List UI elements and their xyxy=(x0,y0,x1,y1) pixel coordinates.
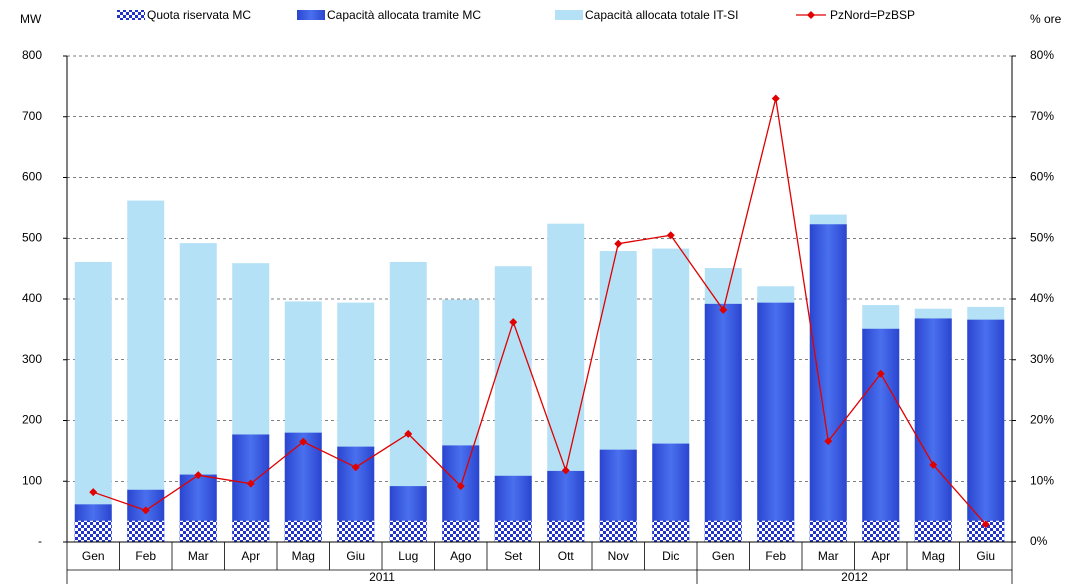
bar xyxy=(389,520,427,542)
group-label: 2011 xyxy=(369,570,395,584)
y-tick-label: 600 xyxy=(22,170,42,184)
y2-tick-label: 50% xyxy=(1030,230,1054,244)
line-marker xyxy=(561,466,570,475)
y2-tick-label: 70% xyxy=(1030,109,1054,123)
bar xyxy=(757,302,795,542)
y-axis-title: MW xyxy=(20,12,42,26)
x-tick-label: Giu xyxy=(976,549,995,563)
line-marker xyxy=(719,305,728,314)
bar xyxy=(862,328,900,542)
legend-label: Capacità allocata totale IT-SI xyxy=(585,8,738,22)
x-tick-label: Giu xyxy=(346,549,365,563)
bar xyxy=(494,520,532,542)
line-marker xyxy=(981,520,990,529)
y2-tick-label: 60% xyxy=(1030,170,1054,184)
x-tick-label: Gen xyxy=(712,549,735,563)
y2-tick-label: 30% xyxy=(1030,352,1054,366)
x-tick-label: Lug xyxy=(398,549,418,563)
legend-swatch xyxy=(117,10,145,20)
bar xyxy=(704,303,742,542)
bar xyxy=(757,520,795,542)
line-marker xyxy=(141,506,150,515)
y2-tick-label: 20% xyxy=(1030,413,1054,427)
y2-tick-label: 10% xyxy=(1030,473,1054,487)
y-tick-label: - xyxy=(38,534,42,548)
bar xyxy=(74,261,112,542)
x-tick-label: Set xyxy=(504,549,523,563)
bar xyxy=(127,520,165,542)
legend-label: PzNord=PzBSP xyxy=(830,8,915,22)
x-tick-label: Ott xyxy=(558,549,575,563)
line-marker xyxy=(456,482,465,491)
y-tick-label: 800 xyxy=(22,48,42,62)
y-tick-label: 300 xyxy=(22,352,42,366)
line-marker xyxy=(929,460,938,469)
line-marker xyxy=(89,488,98,497)
bar xyxy=(652,520,690,542)
line-marker xyxy=(509,318,518,327)
x-tick-label: Gen xyxy=(82,549,105,563)
line xyxy=(93,98,987,525)
x-tick-label: Feb xyxy=(765,549,786,563)
bar xyxy=(127,200,165,542)
y2-tick-label: 0% xyxy=(1030,534,1048,548)
bar xyxy=(284,520,322,542)
legend-label: Quota riservata MC xyxy=(147,8,251,22)
bar xyxy=(547,520,585,542)
line-marker xyxy=(351,463,360,472)
bar xyxy=(809,224,847,542)
x-tick-label: Mar xyxy=(188,549,209,563)
x-tick-label: Ago xyxy=(450,549,472,563)
bar xyxy=(862,520,900,542)
line-marker xyxy=(246,479,255,488)
line-marker xyxy=(771,94,780,103)
y2-tick-label: 80% xyxy=(1030,48,1054,62)
bar xyxy=(704,520,742,542)
line-marker xyxy=(404,429,413,438)
x-tick-label: Apr xyxy=(241,549,260,563)
line-marker xyxy=(824,437,833,446)
x-tick-label: Mar xyxy=(818,549,839,563)
bar xyxy=(914,318,952,542)
line-marker xyxy=(666,231,675,240)
line-marker xyxy=(876,369,885,378)
bar xyxy=(179,520,217,542)
bar xyxy=(967,319,1005,542)
bar xyxy=(337,520,375,542)
bar xyxy=(599,520,637,542)
x-tick-label: Nov xyxy=(608,549,629,563)
bar xyxy=(232,520,270,542)
x-tick-label: Apr xyxy=(871,549,890,563)
group-label: 2012 xyxy=(841,570,868,584)
legend-swatch xyxy=(807,11,815,19)
y-tick-label: 700 xyxy=(22,109,42,123)
legend-swatch xyxy=(297,10,325,20)
y-tick-label: 200 xyxy=(22,413,42,427)
bar xyxy=(914,520,952,542)
line-marker xyxy=(299,437,308,446)
line-marker xyxy=(614,239,623,248)
line-marker xyxy=(194,471,203,480)
y-tick-label: 400 xyxy=(22,291,42,305)
x-tick-label: Feb xyxy=(135,549,156,563)
y2-tick-label: 40% xyxy=(1030,291,1054,305)
bar xyxy=(967,520,1005,542)
legend-label: Capacità allocata tramite MC xyxy=(327,8,481,22)
x-tick-label: Dic xyxy=(662,549,679,563)
bar xyxy=(809,520,847,542)
bar xyxy=(74,520,112,542)
x-tick-label: Mag xyxy=(292,549,315,563)
legend-swatch xyxy=(555,10,583,20)
y-tick-label: 100 xyxy=(22,473,42,487)
bar xyxy=(442,520,480,542)
y-tick-label: 500 xyxy=(22,230,42,244)
y2-axis-title: % ore xyxy=(1030,12,1062,26)
x-tick-label: Mag xyxy=(922,549,945,563)
